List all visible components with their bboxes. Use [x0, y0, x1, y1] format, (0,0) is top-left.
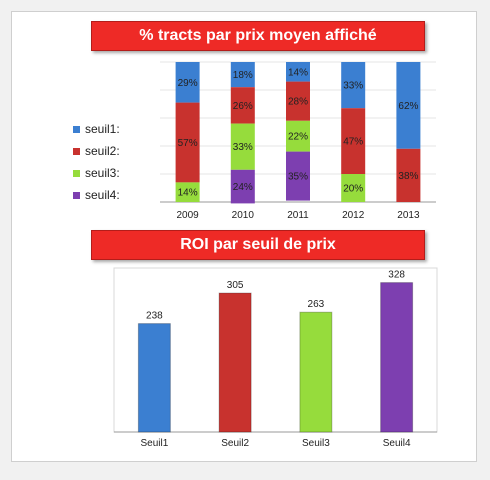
roi-bar-seuil2: [218, 292, 252, 433]
chart-legend: seuil1: seuil2: seuil3: seuil4:: [73, 118, 153, 206]
roi-x-tick-label: Seuil1: [140, 438, 168, 449]
roi-bar-seuil1: [137, 323, 171, 433]
stacked-data-label: 24%: [233, 182, 253, 193]
roi-x-tick-label: Seuil4: [383, 438, 411, 449]
stacked-data-label: 57%: [178, 138, 198, 149]
stacked-bar-segment-seuil1-2009: [175, 62, 200, 103]
chart-title-tracts: % tracts par prix moyen affiché: [91, 21, 425, 51]
stacked-data-label: 14%: [178, 188, 198, 199]
stacked-data-label: 22%: [288, 132, 308, 143]
stacked-bar-segment-seuil4-2011: [286, 151, 310, 201]
stacked-data-label: 28%: [288, 97, 308, 108]
stacked-data-label: 62%: [398, 101, 418, 112]
stacked-x-tick-label: 2013: [397, 210, 420, 221]
stacked-x-tick-label: 2012: [342, 210, 365, 221]
roi-x-tick-label: Seuil3: [302, 438, 330, 449]
stacked-x-tick-label: 2010: [232, 210, 255, 221]
stacked-bar-segment-seuil2-2012: [341, 108, 366, 174]
legend-swatch-seuil4: [73, 191, 80, 199]
stacked-bar-segment-seuil3-2010: [230, 123, 255, 170]
stacked-data-label: 26%: [233, 101, 253, 112]
roi-data-label: 305: [227, 280, 244, 291]
stacked-data-label: 35%: [288, 172, 308, 183]
legend-swatch-seuil3: [73, 169, 80, 177]
stacked-bar-segment-seuil3-2011: [286, 120, 310, 152]
roi-data-label: 263: [308, 299, 325, 310]
stacked-bar-segment-seuil2-2010: [230, 87, 255, 124]
legend-item-seuil4: seuil4:: [73, 184, 153, 206]
stacked-x-tick-label: 2009: [176, 210, 199, 221]
roi-data-label: 328: [388, 270, 405, 281]
stacked-bar-segment-seuil2-2013: [396, 148, 421, 202]
stacked-data-label: 20%: [343, 184, 363, 195]
stacked-bar-segment-seuil4-2010: [230, 169, 255, 204]
legend-swatch-seuil1: [73, 125, 80, 133]
stacked-data-label: 33%: [343, 81, 363, 92]
legend-label-seuil2: seuil2:: [85, 144, 120, 158]
stacked-bar-segment-seuil3-2009: [175, 182, 200, 202]
chart-title-roi: ROI par seuil de prix: [91, 230, 425, 260]
roi-x-tick-label: Seuil2: [221, 438, 249, 449]
roi-data-label: 238: [146, 311, 163, 322]
legend-item-seuil1: seuil1:: [73, 118, 153, 140]
stacked-data-label: 33%: [233, 142, 253, 153]
roi-bar-seuil3: [299, 311, 333, 433]
stacked-data-label: 14%: [288, 67, 308, 78]
legend-item-seuil2: seuil2:: [73, 140, 153, 162]
stacked-bar-segment-seuil1-2013: [396, 62, 421, 149]
stacked-data-label: 47%: [343, 137, 363, 148]
stacked-data-label: 38%: [398, 171, 418, 182]
stacked-bar-segment-seuil1-2010: [230, 62, 255, 88]
legend-label-seuil1: seuil1:: [85, 122, 120, 136]
stacked-bar-segment-seuil2-2009: [175, 102, 200, 183]
legend-item-seuil3: seuil3:: [73, 162, 153, 184]
stacked-data-label: 18%: [233, 70, 253, 81]
stacked-bar-segment-seuil1-2012: [341, 62, 366, 109]
legend-label-seuil3: seuil3:: [85, 166, 120, 180]
legend-label-seuil4: seuil4:: [85, 188, 120, 202]
stacked-bar-segment-seuil3-2012: [341, 174, 366, 202]
stacked-x-tick-label: 2011: [287, 210, 309, 221]
stacked-bar-segment-seuil2-2011: [286, 81, 310, 121]
stacked-bar-segment-seuil1-2011: [286, 62, 310, 82]
roi-bar-seuil4: [380, 282, 414, 433]
legend-swatch-seuil2: [73, 147, 80, 155]
stacked-data-label: 29%: [178, 78, 198, 89]
